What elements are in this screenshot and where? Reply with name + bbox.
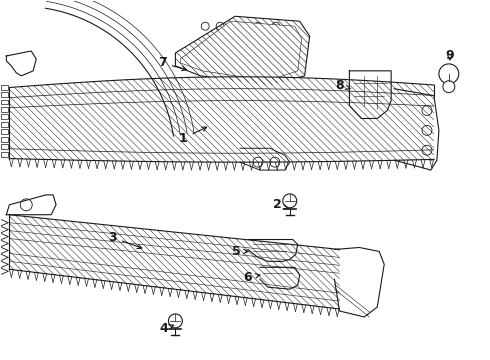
- Bar: [1, 114, 8, 120]
- Bar: [1, 129, 8, 134]
- Circle shape: [439, 64, 459, 84]
- Bar: [1, 92, 8, 97]
- Text: 5: 5: [232, 245, 248, 258]
- Bar: [1, 122, 8, 127]
- Bar: [1, 137, 8, 142]
- Text: 7: 7: [158, 57, 187, 71]
- Bar: [1, 107, 8, 112]
- Circle shape: [283, 194, 297, 208]
- Text: 3: 3: [108, 231, 142, 249]
- Polygon shape: [9, 77, 434, 162]
- Text: 1: 1: [179, 127, 207, 145]
- Text: 6: 6: [244, 271, 260, 284]
- Polygon shape: [180, 21, 302, 81]
- Text: 2: 2: [273, 198, 288, 211]
- Circle shape: [169, 314, 182, 328]
- Polygon shape: [9, 215, 340, 309]
- Bar: [1, 99, 8, 104]
- Text: 9: 9: [445, 49, 454, 63]
- Bar: [1, 144, 8, 149]
- Text: 8: 8: [335, 79, 350, 92]
- Text: 4: 4: [159, 322, 174, 336]
- Circle shape: [443, 81, 455, 93]
- Bar: [1, 85, 8, 90]
- Bar: [1, 152, 8, 157]
